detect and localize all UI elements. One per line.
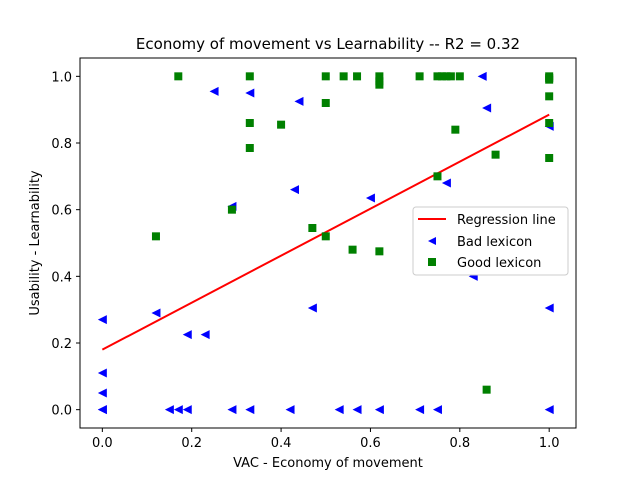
good-lexicon-point [545, 154, 554, 162]
bad-lexicon-point [97, 388, 107, 398]
good-lexicon-point [433, 172, 442, 181]
bad-lexicon-point [352, 405, 362, 415]
bad-lexicon-point [151, 308, 161, 318]
bad-lexicon-point [164, 405, 174, 415]
bad-lexicon-point [415, 405, 425, 415]
good-lexicon-point [245, 144, 254, 152]
legend-good-lexicon-swatch [428, 258, 436, 266]
good-lexicon-point [321, 232, 330, 241]
regression-layer [101, 113, 550, 351]
good-lexicon-point [375, 80, 384, 89]
legend-good-lexicon-label: Good lexicon [457, 256, 541, 271]
plot-frame [79, 57, 577, 429]
bad-lexicon-point [477, 71, 487, 81]
legend-bad-lexicon-swatch [428, 237, 436, 245]
bad-lexicon-point [200, 330, 210, 340]
bad-lexicon-point [374, 405, 384, 415]
y-axis-ticks: 0.0 0.2 0.4 0.6 0.8 1.0 [51, 70, 80, 419]
bad-lexicon-point [289, 185, 299, 195]
points-layer [97, 71, 554, 415]
good-lexicon-point [451, 125, 460, 134]
bad-lexicon-point [365, 193, 375, 203]
good-lexicon-point [321, 72, 330, 81]
x-tick-label: 0.4 [271, 436, 292, 451]
bad-lexicon-point [97, 368, 107, 378]
x-tick-label: 0.0 [92, 436, 113, 451]
good-lexicon-point [151, 232, 160, 241]
x-axis-ticks: 0.0 0.2 0.4 0.6 0.8 1.0 [92, 428, 560, 451]
x-axis-label: VAC - Economy of movement [233, 456, 423, 471]
bad-lexicon-point [285, 405, 295, 415]
x-tick-label: 0.8 [449, 436, 470, 451]
y-axis-label: Usability - Learnability [28, 170, 43, 316]
good-lexicon-point [545, 119, 554, 127]
good-lexicon-point [174, 72, 183, 81]
legend: Regression line Bad lexicon Good lexicon [412, 206, 569, 276]
bad-lexicon-point [182, 330, 192, 340]
good-lexicon-point [437, 72, 446, 81]
bad-lexicon-point [544, 303, 554, 313]
y-tick-label: 0.4 [51, 270, 72, 285]
good-lexicon-point [545, 92, 554, 101]
bad-lexicon-point [227, 405, 237, 415]
y-tick-label: 0.8 [51, 137, 72, 152]
good-lexicon-point [308, 224, 317, 232]
good-lexicon-point [348, 245, 357, 254]
good-lexicon-point [433, 72, 442, 81]
chart-title: Economy of movement vs Learnability -- R… [136, 35, 520, 53]
good-lexicon-point [353, 72, 362, 81]
good-lexicon-point [482, 385, 491, 394]
bad-lexicon-point [97, 315, 107, 325]
legend-regression-label: Regression line [457, 213, 556, 228]
bad-lexicon-point [209, 86, 219, 96]
good-lexicon-point [245, 72, 254, 81]
bad-lexicon-point [97, 405, 107, 415]
legend-box [412, 206, 569, 276]
bad-lexicon-point [245, 405, 255, 415]
y-tick-label: 0.0 [51, 404, 72, 419]
bad-lexicon-point [441, 178, 451, 188]
bad-lexicon-point [432, 405, 442, 415]
bad-lexicon-point [544, 405, 554, 415]
good-lexicon-point [339, 72, 348, 81]
bad-lexicon-point [307, 303, 317, 313]
good-lexicon-point [491, 150, 500, 159]
y-tick-label: 1.0 [51, 70, 72, 85]
bad-lexicon-point [182, 405, 192, 415]
good-lexicon-point [455, 72, 464, 81]
good-lexicon-point [321, 99, 330, 107]
good-lexicon-point [545, 75, 554, 84]
x-tick-label: 0.2 [181, 436, 202, 451]
x-tick-label: 1.0 [539, 436, 560, 451]
x-tick-label: 0.6 [360, 436, 381, 451]
good-lexicon-point [415, 72, 424, 81]
good-lexicon-point [446, 72, 455, 81]
good-lexicon-point [375, 247, 384, 256]
good-lexicon-point [245, 119, 254, 127]
good-lexicon-point [227, 205, 236, 214]
bad-lexicon-point [245, 88, 255, 98]
good-lexicon-point [375, 72, 384, 81]
good-lexicon-point [442, 72, 451, 81]
bad-lexicon-point [294, 96, 304, 106]
y-tick-label: 0.2 [51, 337, 72, 352]
legend-bad-lexicon-label: Bad lexicon [457, 235, 532, 250]
bad-lexicon-point [173, 405, 183, 415]
good-lexicon-point [277, 120, 286, 129]
y-tick-label: 0.6 [51, 204, 72, 219]
bad-lexicon-point [482, 103, 492, 113]
regression-line [101, 113, 550, 351]
bad-lexicon-point [334, 405, 344, 415]
